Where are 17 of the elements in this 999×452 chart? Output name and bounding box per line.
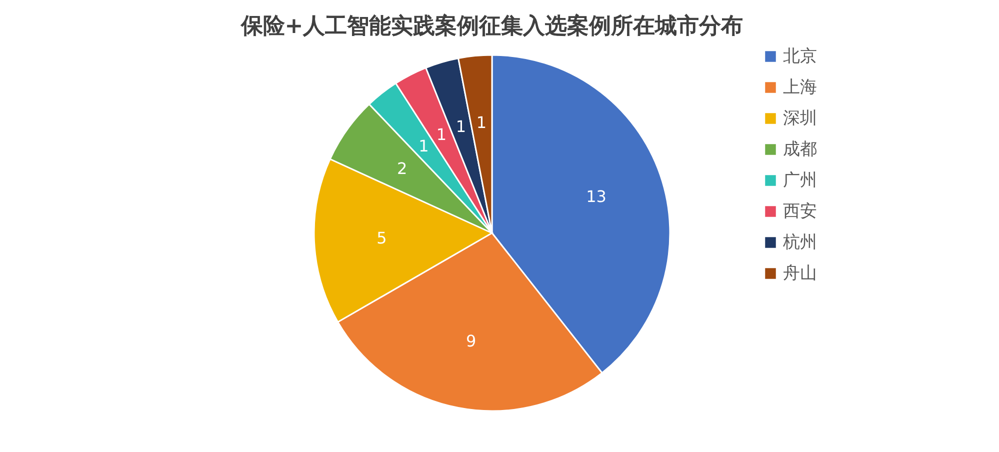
legend-label: 广州 bbox=[783, 170, 817, 190]
legend-label: 舟山 bbox=[783, 264, 817, 284]
data-label: 13 bbox=[586, 186, 606, 206]
legend-label: 北京 bbox=[783, 46, 817, 66]
data-label: 2 bbox=[397, 158, 408, 178]
data-label: 1 bbox=[476, 113, 487, 132]
legend-label: 深圳 bbox=[783, 108, 817, 128]
data-label: 5 bbox=[376, 228, 387, 248]
data-label: 1 bbox=[436, 124, 447, 144]
legend-label: 成都 bbox=[783, 140, 817, 160]
legend-label: 上海 bbox=[783, 78, 817, 98]
legend-label: 杭州 bbox=[782, 232, 817, 252]
data-label: 9 bbox=[466, 331, 476, 350]
data-label: 1 bbox=[418, 136, 429, 156]
legend-label: 西安 bbox=[783, 202, 817, 222]
data-label: 1 bbox=[456, 117, 466, 136]
chart-title: 保险+人工智能实践案例征集入选案例所在城市分布 bbox=[240, 13, 744, 39]
